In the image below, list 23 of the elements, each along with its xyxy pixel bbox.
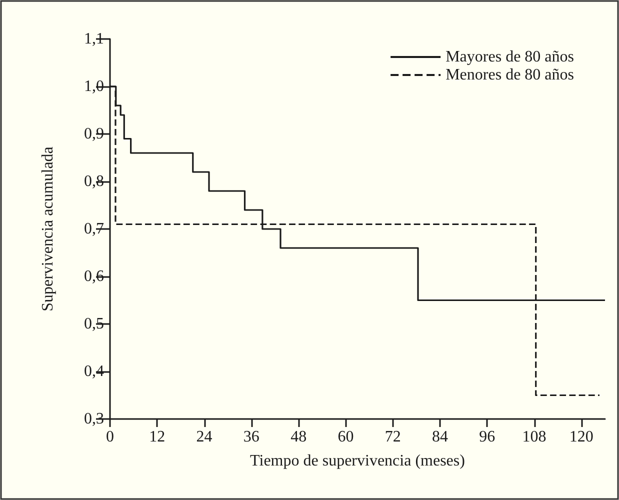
x-tick-label: 48 — [290, 428, 307, 446]
x-tick-label: 72 — [384, 428, 401, 446]
x-tick-label: 12 — [149, 428, 166, 446]
y-tick-label: 1,0 — [84, 78, 104, 95]
x-tick-label: 96 — [479, 428, 496, 446]
x-tick-label: 36 — [243, 428, 260, 446]
y-tick-label: 0,5 — [84, 316, 104, 332]
x-tick-label: 120 — [569, 428, 594, 446]
x-tick-label: 84 — [432, 428, 448, 446]
x-axis-title: Tiempo de supervivencia (meses) — [250, 452, 465, 470]
y-tick-label: 1,1 — [84, 30, 104, 48]
legend-label: Menores de 80 años — [446, 66, 574, 84]
y-tick-label: 0,3 — [84, 410, 104, 428]
y-tick-label: 0,6 — [84, 268, 104, 285]
x-tick-label: 24 — [196, 428, 212, 446]
y-tick-label: 0,4 — [84, 363, 104, 380]
y-tick-label: 0,7 — [84, 220, 104, 238]
y-tick-label: 0,8 — [84, 173, 104, 190]
x-tick-label: 0 — [106, 428, 114, 446]
x-tick-label: 108 — [522, 428, 546, 446]
legend-label: Mayores de 80 años — [446, 48, 574, 66]
x-tick-label: 60 — [338, 428, 354, 446]
y-axis-title: Supervivencia acumulada — [40, 146, 56, 312]
